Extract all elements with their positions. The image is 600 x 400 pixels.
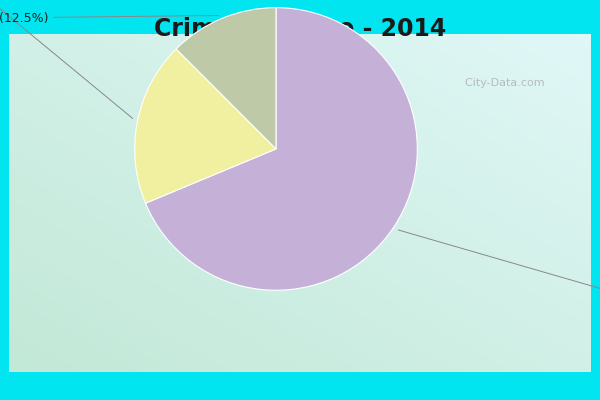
Text: Thefts (68.8%): Thefts (68.8%) <box>398 230 600 312</box>
Wedge shape <box>134 49 276 203</box>
Text: Auto thefts (12.5%): Auto thefts (12.5%) <box>0 12 219 24</box>
Text: Burglaries (18.8%): Burglaries (18.8%) <box>0 0 133 118</box>
Text: City-Data.com: City-Data.com <box>458 78 544 88</box>
Text: Crimes by type - 2014: Crimes by type - 2014 <box>154 17 446 41</box>
Wedge shape <box>176 8 276 149</box>
Wedge shape <box>146 8 418 290</box>
